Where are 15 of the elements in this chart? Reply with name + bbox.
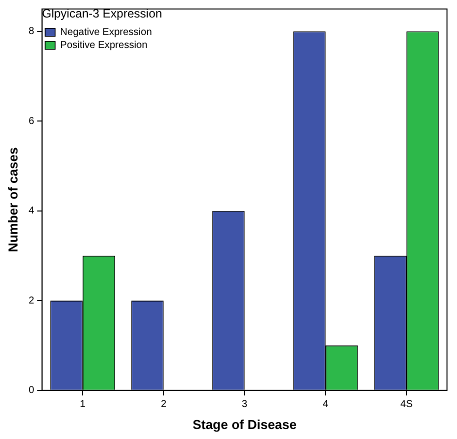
y-axis-title: Number of cases: [5, 147, 20, 252]
x-axis-title: Stage of Disease: [192, 416, 297, 432]
x-tick-label: 3: [242, 399, 248, 410]
legend-label: Negative Expression: [60, 27, 152, 38]
x-tick-label: 4: [322, 399, 329, 410]
x-tick-label: 4S: [400, 399, 413, 410]
y-tick-label: 2: [28, 295, 35, 306]
x-tick-label: 2: [160, 399, 167, 410]
y-tick-label: 8: [28, 26, 35, 38]
legend-title: Glpyican-3 Expression: [42, 6, 162, 20]
legend-label: Positive Expression: [60, 40, 148, 52]
y-tick-label: 4: [28, 206, 35, 217]
x-tick-label: 1: [80, 399, 86, 410]
y-tick-label: 0: [28, 385, 35, 396]
y-tick-label: 6: [28, 116, 35, 127]
